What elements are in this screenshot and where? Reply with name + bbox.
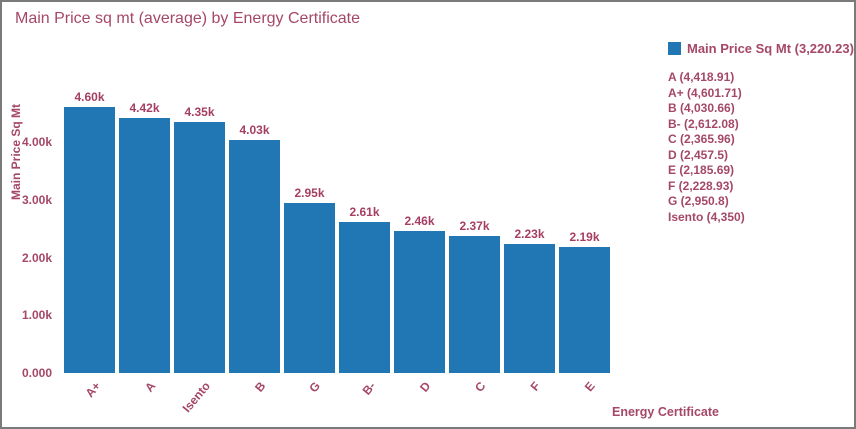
legend-item[interactable]: F (2,228.93) xyxy=(668,178,734,193)
bar-value-label: 2.61k xyxy=(349,205,380,220)
bar[interactable] xyxy=(119,118,170,373)
bar[interactable] xyxy=(449,236,500,373)
bar[interactable] xyxy=(559,246,610,373)
x-tick-label: C xyxy=(471,379,489,395)
legend-item[interactable]: A+ (4,601.71) xyxy=(668,85,742,100)
legend-item[interactable]: C (2,365.96) xyxy=(668,132,735,146)
bar-value-label: 4.03k xyxy=(239,123,270,138)
legend-series-toggle[interactable]: Main Price Sq Mt (3,220.23) xyxy=(668,41,854,56)
y-tick-label: 2.00k xyxy=(21,250,52,265)
y-tick-label: 0.000 xyxy=(21,366,52,380)
bar[interactable] xyxy=(174,122,225,373)
y-tick-label: 3.00k xyxy=(21,192,52,207)
x-tick-label: G xyxy=(306,379,324,396)
bar-value-label: 2.46k xyxy=(404,214,435,229)
legend-item[interactable]: B (4,030.66) xyxy=(668,101,735,115)
x-tick-label: F xyxy=(527,379,544,394)
x-axis-title: Energy Certificate xyxy=(612,405,719,419)
x-tick-label: B xyxy=(251,379,269,395)
bar-value-label: 2.19k xyxy=(569,229,600,244)
bar-value-label: 4.35k xyxy=(184,105,215,119)
bar-value-label: 2.23k xyxy=(514,227,545,242)
x-tick-label: A+ xyxy=(82,379,104,401)
legend-items: A (4,418.91) A+ (4,601.71) B (4,030.66) B- … xyxy=(668,70,854,225)
legend-item[interactable]: A (4,418.91) xyxy=(668,70,735,84)
bar-value-label: 2.95k xyxy=(294,185,325,200)
chart-title: Main Price sq mt (average) by Energy Cer… xyxy=(15,10,361,27)
bar-value-label: 2.37k xyxy=(459,219,490,234)
x-tick-label: A xyxy=(141,379,159,395)
x-tick-label: B- xyxy=(359,379,379,398)
legend-item[interactable]: Isento (4,350) xyxy=(668,209,745,224)
legend-item[interactable]: E (2,185.69) xyxy=(668,163,735,177)
x-tick-label: D xyxy=(416,379,434,395)
bar[interactable] xyxy=(64,107,115,373)
y-axis-title: Main Price Sq Mt xyxy=(9,103,23,201)
series-color-swatch-icon xyxy=(668,42,681,55)
legend-item[interactable]: G (2,950.8) xyxy=(668,194,729,208)
bar[interactable] xyxy=(394,231,445,373)
x-tick-label: E xyxy=(582,379,599,395)
y-tick-label: 1.00k xyxy=(21,308,52,323)
legend-item[interactable]: D (2,457.5) xyxy=(668,147,729,162)
bar[interactable] xyxy=(229,140,280,373)
x-tick-label: Isento xyxy=(179,379,214,416)
legend-series-label: Main Price Sq Mt (3,220.23) xyxy=(687,41,854,56)
bar[interactable] xyxy=(339,222,390,373)
legend: Main Price Sq Mt (3,220.23) A (4,418.91)… xyxy=(668,41,854,225)
legend-item[interactable]: B- (2,612.08) xyxy=(668,116,739,131)
y-tick-label: 4.00k xyxy=(21,135,52,150)
bar[interactable] xyxy=(504,244,555,373)
bar[interactable] xyxy=(284,202,335,373)
bar-value-label: 4.60k xyxy=(74,90,105,105)
bar-value-label: 4.42k xyxy=(129,101,160,116)
